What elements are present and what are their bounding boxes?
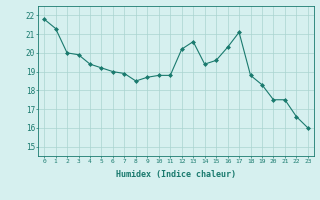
X-axis label: Humidex (Indice chaleur): Humidex (Indice chaleur)	[116, 170, 236, 179]
